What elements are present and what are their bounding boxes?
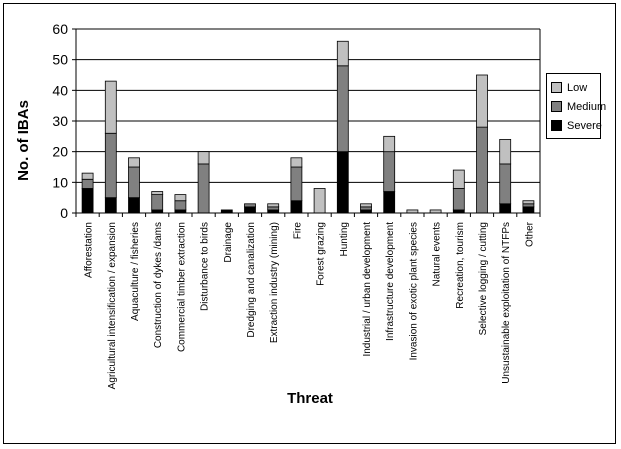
bar-segment-low (452, 169, 465, 189)
bar-segment-medium (244, 203, 256, 208)
bar-segment-severe (81, 188, 94, 214)
x-tick-label: Infrastructure development (385, 222, 396, 341)
bar-segment-severe (128, 197, 140, 214)
y-tick-label: 60 (52, 21, 68, 37)
x-tick-label: Hunting (339, 222, 350, 256)
legend-item-severe: Severe (551, 116, 602, 135)
x-tick-label: Selective logging / cutting (478, 222, 489, 335)
x-tick-label: Dredging and canalization (246, 222, 257, 338)
bar-segment-severe (244, 206, 256, 214)
x-tick-label: Aquaculture / fisheries (130, 222, 141, 321)
legend-swatch-low (551, 82, 562, 93)
y-axis-title-wrap: No. of IBAs (8, 70, 38, 210)
bar-segment-low (290, 157, 303, 168)
bar-segment-low (360, 203, 372, 208)
bar-segment-low (104, 80, 117, 134)
bar-segment-medium (522, 203, 535, 208)
x-tick-labels: Afforestation Agricultural intensificatio… (84, 221, 536, 389)
x-axis-title: Threat (287, 390, 333, 407)
bar-segment-medium (383, 151, 396, 192)
y-tick-label: 10 (52, 174, 68, 190)
bar-segment-low (197, 151, 210, 165)
x-tick-label: Construction of dykes /dams (153, 222, 164, 348)
bar-segment-medium (476, 126, 488, 214)
bar-segment-low (151, 191, 164, 196)
bar-segment-medium (151, 194, 164, 211)
bar-segment-medium (197, 163, 210, 214)
bars (81, 40, 535, 214)
legend-label-low: Low (567, 81, 588, 94)
legend-item-medium: Medium (551, 97, 606, 116)
bar-segment-low (174, 194, 187, 202)
legend-swatch-medium (551, 101, 562, 112)
bar-segment-medium (81, 178, 94, 189)
x-tick-label: Forest grazing (316, 222, 327, 286)
bar-segment-low (499, 138, 512, 165)
y-axis-title: No. of IBAs (14, 99, 32, 181)
x-tick-label: Disturbance to birds (200, 222, 211, 311)
x-tick-label: Invasion of exotic plant species (408, 222, 419, 360)
bar-segment-low (267, 203, 280, 208)
bar-segment-low (81, 172, 94, 180)
bar-segment-low (313, 188, 326, 214)
x-tick-label: Unsustainable exploitation of NTFPs (501, 222, 512, 384)
bar-segment-medium (267, 206, 280, 211)
bar-segment-low (383, 135, 396, 153)
bar-segment-medium (360, 206, 372, 211)
y-tick-label: 30 (52, 113, 68, 129)
bar-segment-medium (336, 65, 349, 153)
x-tick-label: Afforestation (84, 222, 95, 278)
bar-segment-medium (499, 163, 512, 205)
bar-segment-medium (174, 200, 187, 211)
legend: Low Medium Severe (546, 73, 606, 139)
y-tick-label: 50 (52, 52, 68, 68)
y-tick-label: 40 (52, 82, 68, 98)
x-tick-label: Extraction industry (mining) (269, 222, 280, 343)
x-tick-label: Fire (292, 222, 303, 240)
bar-segment-medium (128, 166, 140, 199)
y-tick-labels: 0 10 20 30 40 50 60 (52, 21, 68, 221)
legend-label-severe: Severe (567, 119, 602, 132)
chart-frame (3, 3, 616, 444)
x-tick-label: Commercial timber extraction (176, 222, 187, 352)
legend-swatch-severe (551, 120, 562, 131)
bar-segment-low (336, 40, 349, 67)
bar-segment-medium (452, 188, 465, 211)
bar-segment-low (128, 157, 140, 168)
y-tick-label: 20 (52, 144, 68, 160)
x-tick-label: Recreation, tourism (455, 222, 466, 309)
x-tick-label: Natural events (432, 222, 443, 286)
legend-item-low: Low (551, 78, 600, 97)
bar-segment-severe (383, 191, 396, 214)
legend-label-medium: Medium (567, 100, 607, 113)
x-tick-label: Other (524, 221, 535, 247)
axes (72, 28, 541, 217)
bar-segment-severe (336, 151, 349, 214)
bar-segment-medium (290, 166, 303, 202)
gridlines (76, 28, 540, 183)
bar-segment-low (476, 74, 488, 128)
y-tick-label: 0 (60, 205, 68, 221)
x-tick-label: Drainage (223, 222, 234, 263)
bar-segment-severe (499, 203, 512, 214)
bar-segment-severe (104, 197, 117, 214)
bar-segment-medium (104, 132, 117, 199)
bar-segment-severe (522, 206, 535, 214)
bar-segment-low (522, 200, 535, 205)
x-tick-label: Industrial / urban development (362, 222, 373, 357)
x-tick-label: Agricultural intensification / expansion (107, 222, 118, 389)
bar-segment-severe (290, 200, 303, 214)
